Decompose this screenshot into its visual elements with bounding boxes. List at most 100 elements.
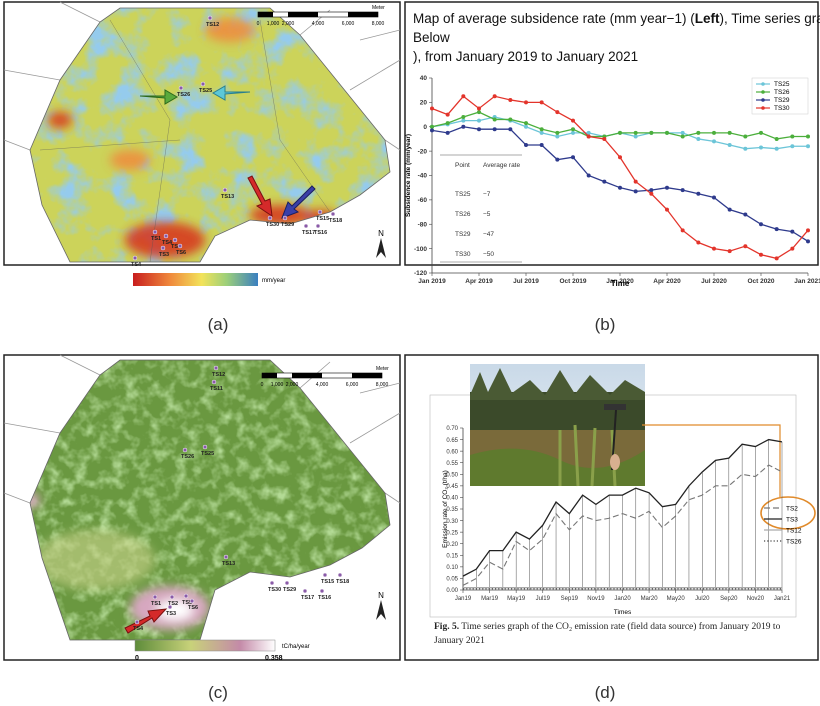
- y-tick-label: 0.45: [446, 484, 458, 490]
- legend-marker: [761, 90, 765, 94]
- legend-label: TS12: [786, 528, 802, 535]
- sample-point: [167, 604, 173, 610]
- panel-label: (a): [208, 315, 229, 334]
- sample-point: [182, 447, 188, 453]
- y-tick-label: 0.55: [446, 461, 458, 467]
- point-label: TS11: [210, 386, 223, 392]
- table-cell: TS30: [455, 251, 471, 258]
- sample-point: [211, 379, 217, 385]
- table-cell: TS29: [455, 231, 471, 238]
- series-marker: [430, 128, 434, 133]
- scale-label: 1,000: [267, 21, 280, 27]
- y-tick-label: -20: [418, 148, 428, 155]
- north-label: N: [378, 229, 384, 238]
- series-marker: [633, 189, 638, 194]
- map-c: [3, 354, 401, 661]
- series-marker: [759, 130, 763, 135]
- series-marker: [430, 124, 434, 129]
- series-marker: [774, 136, 779, 141]
- series-marker: [665, 185, 669, 190]
- series-marker: [759, 145, 763, 150]
- sample-point: [189, 598, 195, 604]
- legend-marker: [761, 98, 765, 102]
- series-marker: [508, 117, 513, 122]
- series-line: [431, 126, 809, 242]
- sample-point: [322, 572, 328, 578]
- series-marker: [633, 179, 638, 184]
- series-marker: [665, 130, 669, 135]
- series-marker: [680, 188, 685, 193]
- legend-label: TS25: [774, 81, 790, 88]
- series-marker: [539, 143, 544, 148]
- series-marker: [633, 130, 638, 135]
- colorbar-unit: tC/ha/year: [282, 644, 310, 650]
- x-tick-label: Jul19: [536, 596, 551, 602]
- y-tick-label: 0: [423, 124, 427, 131]
- x-tick-label: Mar19: [481, 596, 499, 602]
- series-marker: [571, 130, 575, 135]
- x-tick-label: Jul 2020: [701, 278, 727, 285]
- title-part: Map of average subsidence rate (mm year−…: [413, 11, 695, 26]
- sample-point: [200, 81, 206, 87]
- colorbar-max: 0.358: [265, 655, 283, 662]
- series-marker: [477, 118, 481, 123]
- caption-text: Time series graph of the CO₂ emission ra…: [434, 622, 781, 646]
- map-a: [3, 1, 401, 286]
- series-marker: [680, 228, 685, 233]
- sample-point: [315, 223, 321, 229]
- table-header: Average rate: [483, 162, 520, 169]
- sample-point: [163, 233, 169, 239]
- series-marker: [743, 134, 748, 139]
- point-label: TS18: [336, 579, 349, 585]
- y-tick-label: 0.40: [446, 496, 458, 502]
- x-tick-label: Jan 2019: [418, 278, 446, 285]
- point-label: TS5: [182, 600, 192, 606]
- legend-label: TS2: [786, 506, 798, 513]
- scale-label: 2,000: [286, 382, 299, 388]
- x-tick-label: Sep19: [561, 596, 579, 602]
- sample-point: [132, 255, 138, 261]
- field-photo: [470, 364, 816, 530]
- series-marker: [665, 207, 669, 212]
- y-tick-label: 20: [420, 100, 428, 107]
- sample-point: [134, 619, 140, 625]
- table-cell: −47: [483, 231, 494, 238]
- scale-label: 2,000: [282, 21, 295, 27]
- point-label: TS13: [222, 561, 235, 567]
- series-marker: [696, 191, 701, 196]
- x-tick-label: Jul20: [695, 596, 710, 602]
- chart-title: Below: [413, 30, 450, 45]
- sample-point: [213, 365, 219, 371]
- series-marker: [602, 179, 607, 184]
- series-marker: [555, 157, 560, 162]
- sample-point: [303, 223, 309, 229]
- x-tick-label: Apr 2019: [465, 278, 493, 285]
- point-label: TS25: [201, 451, 214, 457]
- series-marker: [790, 229, 795, 234]
- panel-b-frame: [404, 1, 819, 266]
- sample-point: [223, 554, 229, 560]
- point-label: TS2: [171, 244, 181, 250]
- sample-point: [172, 237, 178, 243]
- series-marker: [743, 146, 748, 151]
- series-marker: [524, 100, 528, 105]
- series-marker: [743, 244, 748, 249]
- series-marker: [806, 144, 810, 149]
- series-marker: [696, 136, 701, 141]
- y-axis-label: Subsidence rate (mm/year): [405, 134, 412, 217]
- point-label: TS30: [268, 587, 281, 593]
- point-label: TS4: [162, 240, 173, 246]
- sample-point: [177, 243, 183, 249]
- point-label: TS1: [151, 601, 161, 607]
- series-marker: [445, 121, 450, 126]
- y-tick-label: 0.70: [446, 426, 458, 432]
- x-tick-label: Oct 2019: [559, 278, 586, 285]
- legend-label: TS26: [786, 539, 802, 546]
- legend-label: TS3: [786, 517, 798, 524]
- series-marker: [586, 173, 591, 178]
- series-marker: [618, 155, 622, 160]
- series-line: [431, 111, 808, 140]
- panel-label: (c): [208, 683, 228, 702]
- point-label: TS16: [318, 595, 331, 601]
